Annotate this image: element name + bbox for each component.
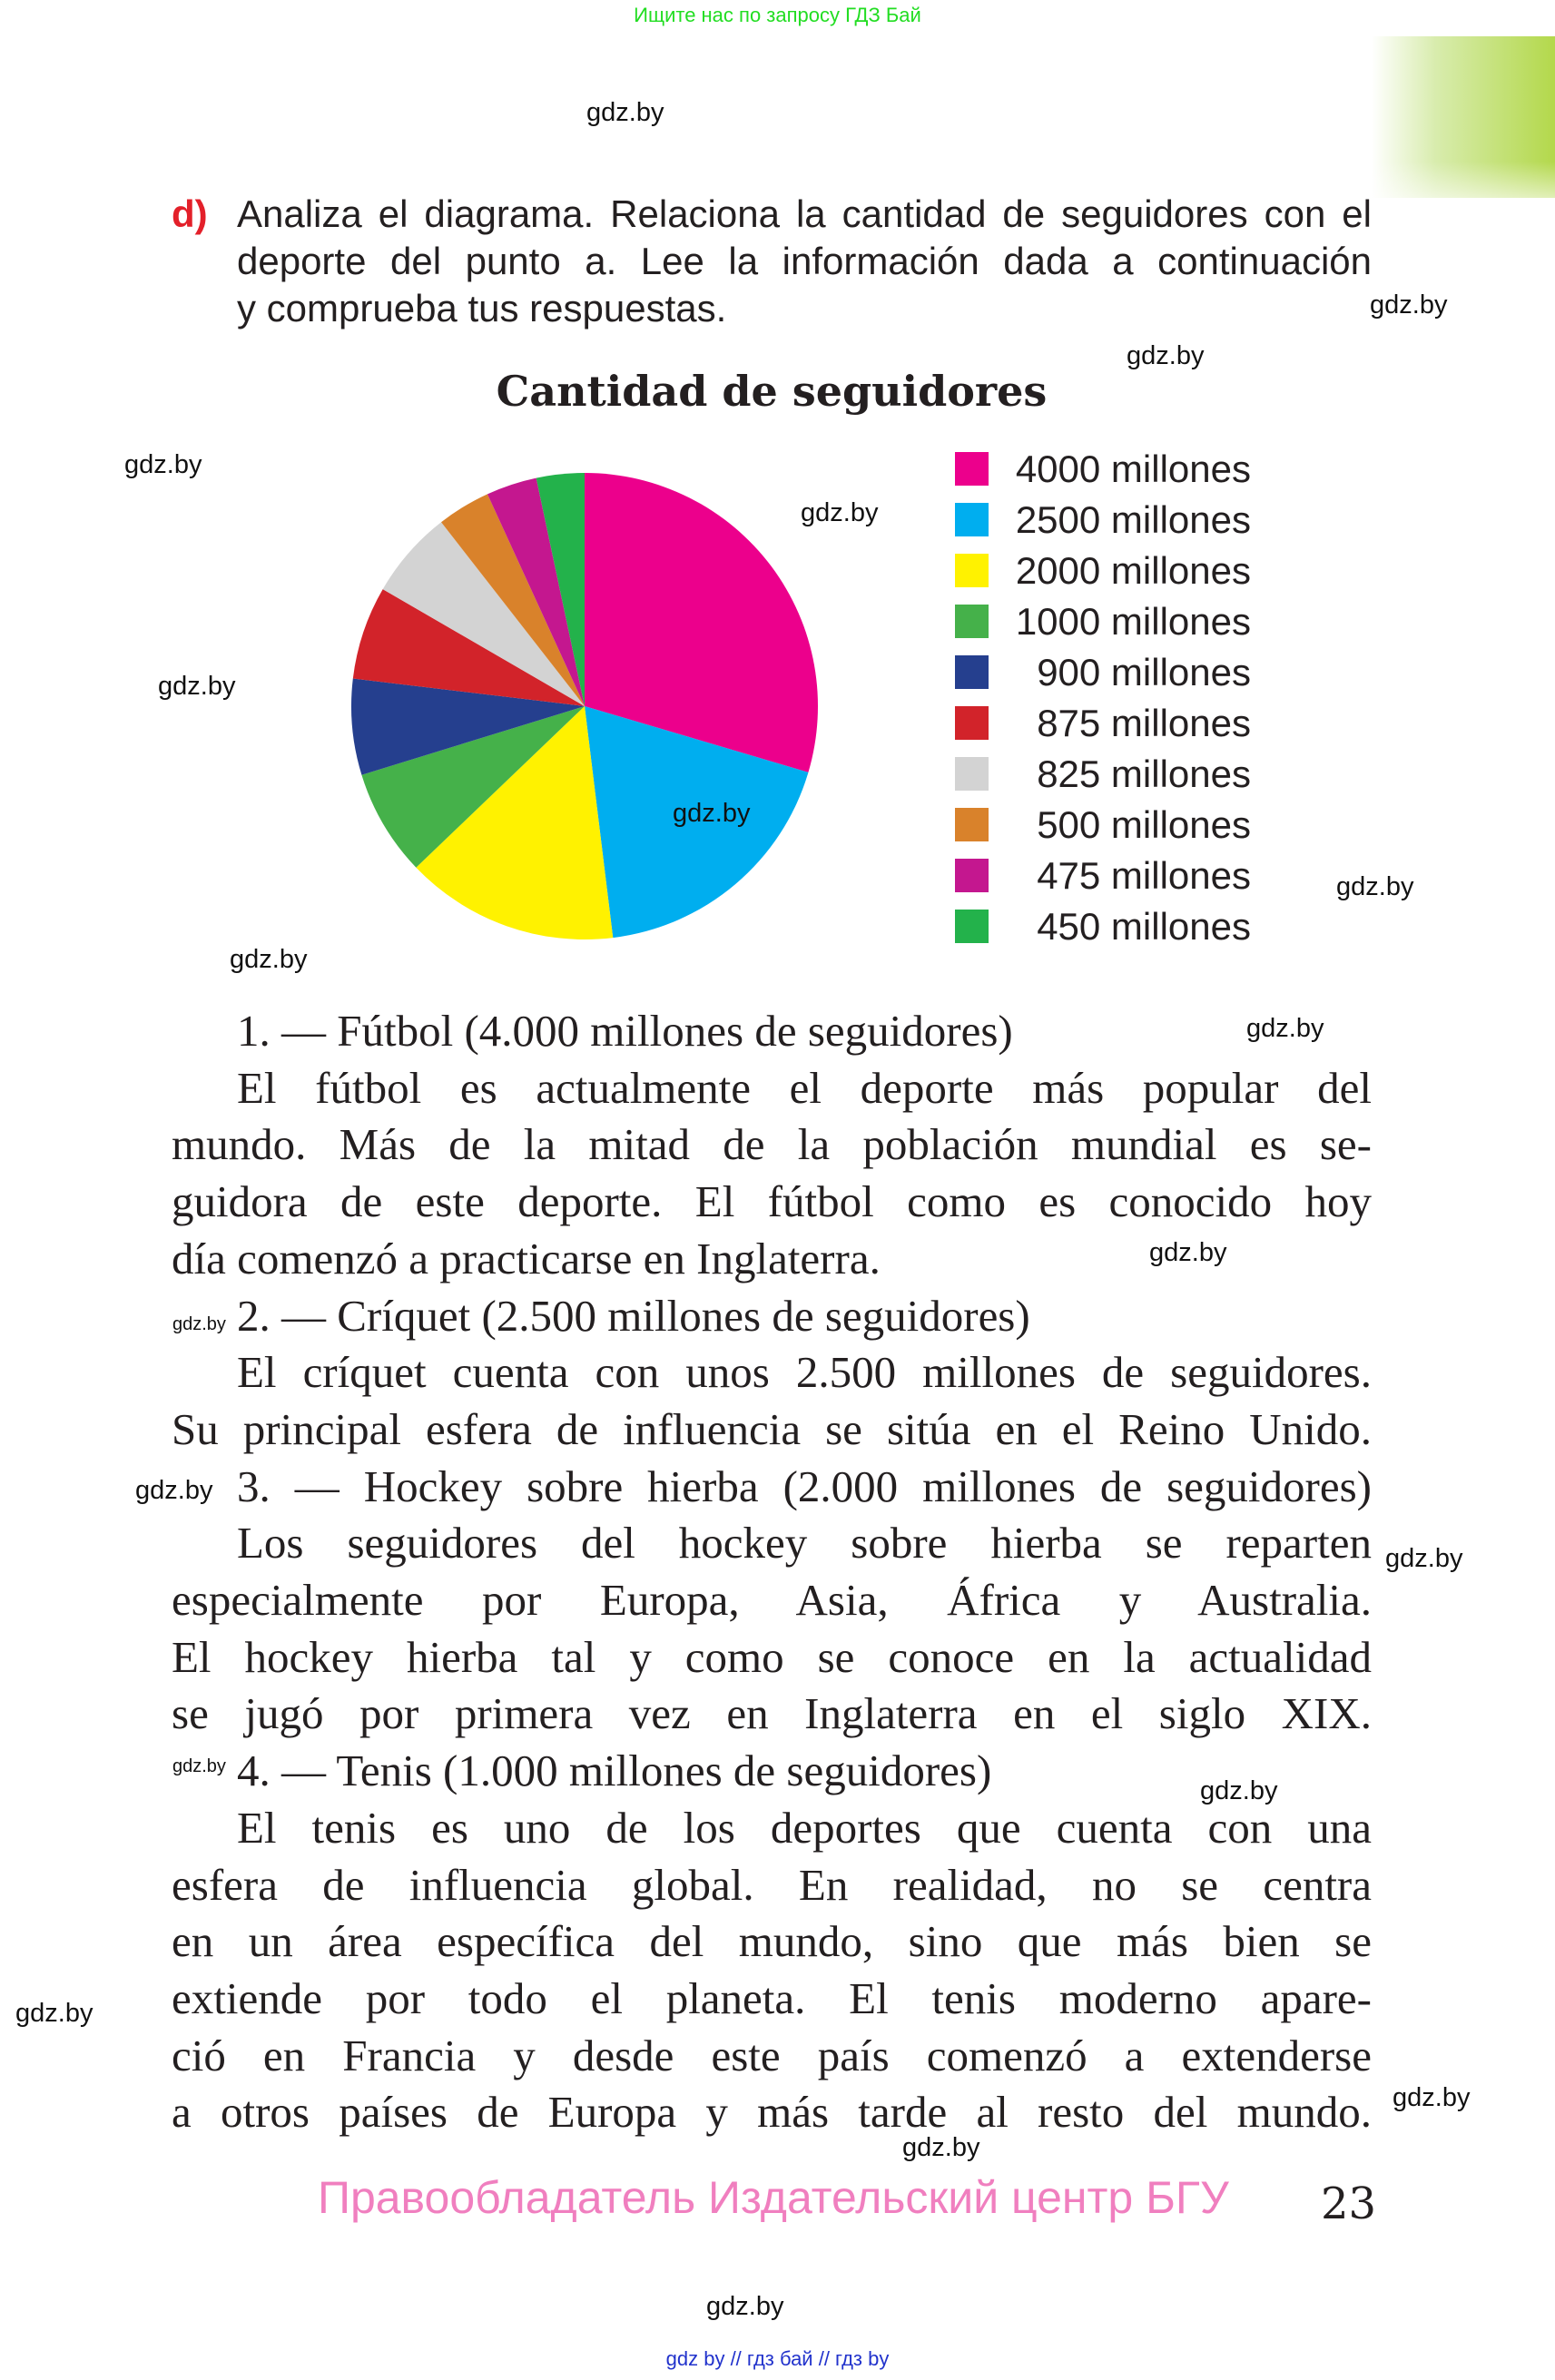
question-line: Analiza el diagrama. Relaciona la cantid… bbox=[237, 192, 1372, 235]
section-heading: 1. — Fútbol (4.000 millones de seguidore… bbox=[237, 1006, 1013, 1056]
paragraph-line: especialmente por Europa, Asia, África y… bbox=[172, 1575, 1372, 1625]
watermark: gdz.by bbox=[15, 1999, 93, 2028]
legend-label: 450 millones bbox=[1037, 905, 1251, 948]
legend-label: 900 millones bbox=[1037, 651, 1251, 693]
legend-swatch bbox=[955, 706, 989, 740]
legend-item: 825 millones bbox=[955, 752, 1251, 797]
legend-swatch bbox=[955, 503, 989, 536]
legend-label: 1000 millones bbox=[1015, 600, 1251, 643]
watermark: gdz.by bbox=[1246, 1014, 1324, 1043]
watermark: gdz.by bbox=[158, 672, 236, 701]
paragraph-line: a otros países de Europa y más tarde al … bbox=[172, 2087, 1372, 2138]
paragraph-line: extiende por todo el planeta. El tenis m… bbox=[172, 1972, 1372, 2023]
watermark: gdz.by bbox=[902, 2133, 980, 2162]
watermark: gdz.by bbox=[124, 450, 202, 479]
paragraph-line: día comenzó a practicarse en Inglaterra. bbox=[172, 1233, 881, 1283]
pie-chart bbox=[351, 473, 819, 939]
watermark: gdz.by bbox=[230, 945, 308, 974]
watermark: gdz.by bbox=[706, 2292, 784, 2321]
legend-swatch bbox=[955, 655, 989, 689]
paragraph-line: ció en Francia y desde este país comenzó… bbox=[172, 2030, 1372, 2080]
pie-slice-4 bbox=[351, 678, 585, 775]
paragraph-line: guidora de este deporte. El fútbol como … bbox=[172, 1176, 1372, 1227]
paragraph-line: El hockey hierba tal y como se conoce en… bbox=[172, 1631, 1372, 1682]
legend-swatch bbox=[955, 605, 989, 638]
legend-item: 2000 millones bbox=[955, 548, 1251, 594]
legend-swatch bbox=[955, 554, 989, 587]
watermark: gdz.by bbox=[172, 1314, 226, 1334]
watermark: gdz.by bbox=[1393, 2083, 1471, 2112]
legend-item: 900 millones bbox=[955, 650, 1251, 695]
paragraph-line: El tenis es uno de los deportes que cuen… bbox=[237, 1802, 1372, 1853]
watermark: gdz.by bbox=[1127, 341, 1205, 370]
watermark: gdz.by bbox=[1370, 290, 1448, 320]
legend-label: 475 millones bbox=[1037, 854, 1251, 897]
bottom-links[interactable]: gdz by // гдз бай // гдз by bbox=[665, 2347, 890, 2370]
legend-item: 1000 millones bbox=[955, 599, 1251, 644]
paragraph-line: Los seguidores del hockey sobre hierba s… bbox=[237, 1518, 1372, 1569]
paragraph-line: esfera de influencia global. En realidad… bbox=[172, 1859, 1372, 1910]
watermark: gdz.by bbox=[1200, 1776, 1278, 1805]
section-heading: 3. — Hockey sobre hierba (2.000 millones… bbox=[237, 1460, 1372, 1511]
pie-slice-8 bbox=[487, 477, 585, 706]
watermark: gdz.by bbox=[1336, 872, 1414, 901]
paragraph-line: El críquet cuenta con unos 2.500 millone… bbox=[237, 1347, 1372, 1398]
section-heading: 4. — Tenis (1.000 millones de seguidores… bbox=[237, 1746, 992, 1796]
pie-slice-2 bbox=[416, 706, 614, 939]
section-heading: 2. — Críquet (2.500 millones de seguidor… bbox=[237, 1290, 1030, 1341]
legend-item: 4000 millones bbox=[955, 447, 1251, 492]
pie-slice-6 bbox=[382, 522, 585, 706]
legend-item: 475 millones bbox=[955, 853, 1251, 899]
legend-label: 2500 millones bbox=[1015, 498, 1251, 541]
watermark: gdz.by bbox=[801, 498, 879, 527]
pie-slice-1 bbox=[585, 706, 809, 939]
paragraph-line: El fútbol es actualmente el deporte más … bbox=[237, 1062, 1372, 1113]
watermark: gdz.by bbox=[135, 1476, 213, 1505]
pie-slice-7 bbox=[441, 494, 585, 706]
legend-item: 2500 millones bbox=[955, 497, 1251, 543]
watermark: gdz.by bbox=[1385, 1544, 1463, 1573]
legend-label: 875 millones bbox=[1037, 702, 1251, 744]
paragraph-line: Su principal esfera de influencia se sit… bbox=[172, 1403, 1372, 1454]
question-letter: d) bbox=[172, 192, 208, 235]
legend-label: 2000 millones bbox=[1015, 549, 1251, 592]
legend-swatch bbox=[955, 859, 989, 892]
legend-swatch bbox=[955, 808, 989, 841]
question-line: y comprueba tus respuestas. bbox=[237, 287, 727, 329]
watermark: gdz.by bbox=[172, 1756, 226, 1776]
page-corner-decoration bbox=[1372, 36, 1555, 198]
page-number: 23 bbox=[1321, 2178, 1377, 2229]
paragraph-line: en un área específica del mundo, sino qu… bbox=[172, 1916, 1372, 1967]
legend-label: 4000 millones bbox=[1015, 447, 1251, 490]
copyright-notice: Правообладатель Издательский центр БГУ bbox=[318, 2172, 1229, 2223]
pie-slice-3 bbox=[361, 706, 585, 868]
pie-slice-9 bbox=[536, 473, 585, 706]
legend-label: 825 millones bbox=[1037, 752, 1251, 795]
legend-item: 875 millones bbox=[955, 701, 1251, 746]
legend-swatch bbox=[955, 757, 989, 791]
chart-title: Cantidad de seguidores bbox=[496, 367, 1048, 416]
legend-item: 500 millones bbox=[955, 802, 1251, 848]
watermark: gdz.by bbox=[586, 98, 664, 127]
legend-label: 500 millones bbox=[1037, 803, 1251, 846]
paragraph-line: mundo. Más de la mitad de la población m… bbox=[172, 1119, 1372, 1170]
watermark: gdz.by bbox=[673, 799, 751, 828]
watermark: gdz.by bbox=[1149, 1238, 1227, 1267]
pie-slice-0 bbox=[585, 473, 819, 772]
search-hint: Ищите нас по запросу ГДЗ Бай bbox=[634, 4, 921, 26]
legend-swatch bbox=[955, 910, 989, 943]
legend-item: 450 millones bbox=[955, 904, 1251, 949]
legend-swatch bbox=[955, 452, 989, 486]
paragraph-line: se jugó por primera vez en Inglaterra en… bbox=[172, 1688, 1372, 1739]
pie-slice-5 bbox=[352, 589, 585, 706]
question-line: deporte del punto a. Lee la información … bbox=[237, 240, 1372, 282]
